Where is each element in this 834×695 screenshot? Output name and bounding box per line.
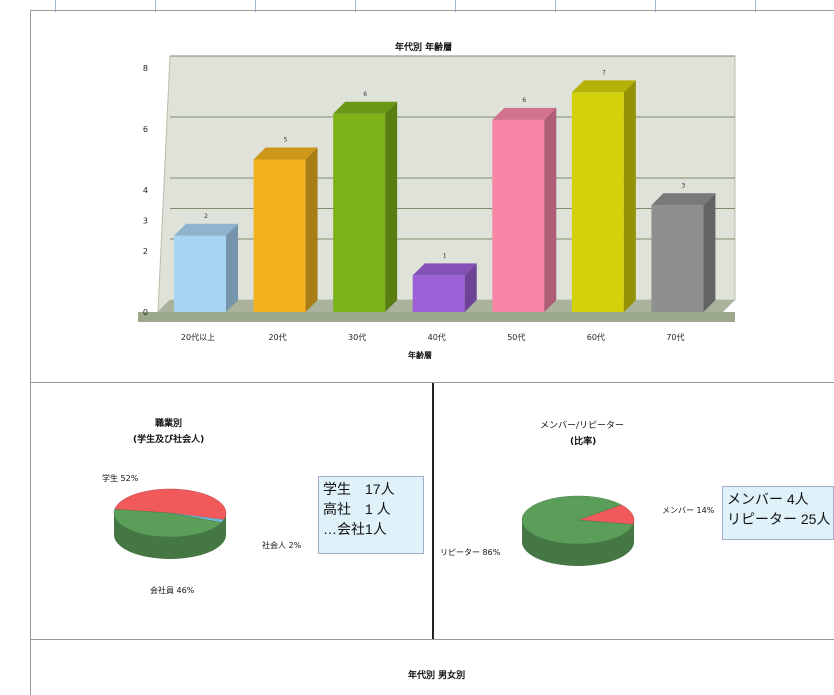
bar (412, 275, 465, 312)
bar-top (651, 193, 716, 206)
bar-top (571, 80, 636, 93)
x-tick-label: 20代以上 (181, 332, 215, 342)
pie-slice (113, 508, 222, 538)
bar (333, 113, 386, 312)
pie2-title-line1: メンバー/リピーター (540, 421, 625, 431)
bar (492, 119, 545, 312)
pie2-label-repeater: リピーター 86% (440, 548, 501, 557)
y-tick-label: 0 (143, 308, 148, 317)
pie-slice (114, 488, 227, 520)
pie-chart-occupation (113, 488, 227, 559)
divider-bottom (30, 639, 834, 640)
pie1-label-student: 学生 52% (102, 474, 139, 483)
bar-side (226, 223, 238, 312)
pie1-legend-line: 学生 17人 (323, 481, 395, 497)
bar-top (492, 107, 557, 120)
column-guides (0, 0, 834, 12)
pie1-label-worker: 会社員 46% (150, 586, 195, 595)
x-tick-label: 50代 (507, 332, 525, 342)
bar-chart-xlabel: 年齢層 (408, 351, 432, 360)
y-tick-label: 6 (143, 125, 148, 134)
bar-value-label: 3 (682, 182, 686, 189)
bottom-chart-title: 年代別 男女別 (408, 671, 466, 681)
bar (571, 92, 624, 313)
bar-top (174, 223, 238, 236)
divider-top (30, 382, 834, 383)
y-tick-label: 8 (143, 64, 148, 73)
x-tick-label: 40代 (428, 332, 446, 342)
bar-top (412, 263, 477, 276)
pie2-title-line2: (比率) (570, 437, 597, 447)
bar-side (385, 101, 398, 312)
pie1-legend-line: 高社 1 人 (323, 501, 391, 517)
y-tick-label: 2 (143, 247, 148, 256)
bar-value-label: 1 (443, 252, 447, 259)
bar-side (544, 107, 557, 312)
bar-top (253, 147, 318, 160)
bar-top (333, 101, 398, 114)
x-tick-label: 20代 (268, 332, 286, 342)
bar-value-label: 7 (602, 69, 606, 76)
bar (651, 205, 704, 312)
bar-value-label: 5 (284, 137, 288, 144)
x-tick-label: 70代 (666, 332, 684, 342)
bar-side (464, 263, 477, 312)
pie2-legend-box: メンバー 4人 リピーター 25人 (722, 486, 834, 540)
pie-slice (521, 495, 634, 545)
pie1-title-line2: (学生及び社会人) (133, 435, 205, 445)
y-tick-label: 4 (143, 186, 148, 195)
bar-chart-title: 年代別 年齢層 (395, 43, 453, 53)
pie1-legend-box: 学生 17人 高社 1 人 …会社1人 (318, 476, 424, 554)
bar-value-label: 6 (363, 91, 367, 98)
divider-middle (432, 383, 434, 639)
pie-chart-member (521, 495, 635, 566)
pie2-legend-line: メンバー 4人 (727, 491, 809, 507)
bar-chart: 0 2 3 4 6 8 2 20代以上 5 20代 6 30代 1 40代 6 50代 7 60代 3 70代 (138, 55, 736, 342)
bar-side (623, 80, 636, 313)
x-tick-label: 30代 (348, 332, 366, 342)
pie1-title-line1: 職業別 (155, 419, 183, 429)
pie2-label-member: メンバー 14% (662, 506, 715, 515)
floor-front (138, 312, 735, 322)
bar-value-label: 6 (522, 97, 526, 104)
x-tick-label: 60代 (587, 332, 605, 342)
pie1-legend-line: …会社1人 (323, 521, 387, 537)
bar-side (305, 147, 318, 312)
bar (253, 159, 306, 312)
bar (174, 235, 226, 312)
bar-value-label: 2 (204, 213, 208, 220)
bar-side (703, 193, 716, 312)
pie1-label-adult: 社会人 2% (262, 541, 302, 550)
pie2-legend-line: リピーター 25人 (727, 511, 831, 527)
report-panel (30, 10, 834, 695)
y-tick-label: 3 (143, 217, 148, 226)
